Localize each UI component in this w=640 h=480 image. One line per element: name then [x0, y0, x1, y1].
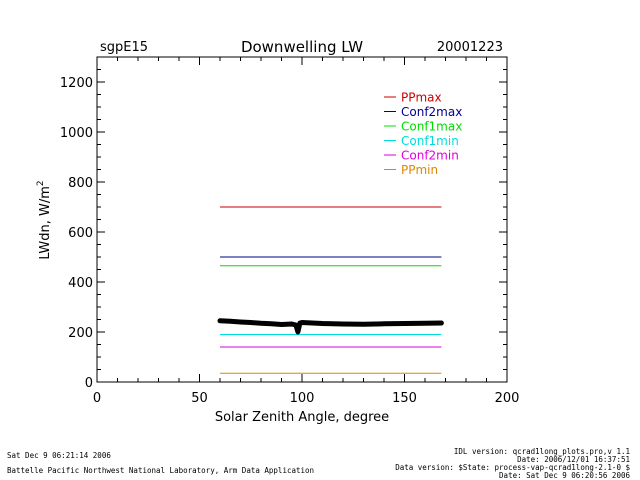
x-tick-label: 100 — [290, 391, 315, 406]
y-tick-labels: 0 200 400 600 800 1000 1200 — [60, 76, 93, 391]
legend-label-ppmax: PPmax — [401, 91, 442, 105]
date-label: 20001223 — [437, 40, 503, 55]
legend-label-conf2max: Conf2max — [401, 105, 462, 119]
footer-lab-credit: Battelle Pacific Northwest National Labo… — [7, 466, 315, 475]
legend-label-ppmin: PPmin — [401, 163, 438, 177]
reference-lines — [220, 206, 442, 374]
x-tick-labels: 0 50 100 150 200 — [93, 391, 520, 406]
x-tick-label: 0 — [93, 391, 101, 406]
footer-data-date: Date: Sat Dec 9 06:20:56 2006 — [499, 471, 630, 480]
y-axis-label-main: LWdn, W/m — [38, 186, 53, 260]
y-axis-label-superscript: 2 — [36, 180, 46, 186]
footer-data-version: Data version: $State: process-vap-qcrad1… — [395, 463, 630, 472]
footer-idl-version: IDL version: qcrad1long_plots.pro,v 1.1 — [453, 447, 630, 456]
chart-title: Downwelling LW — [241, 38, 363, 56]
footer-timestamp: Sat Dec 9 06:21:14 2006 — [7, 451, 111, 460]
measured-lwdn-line — [217, 318, 444, 335]
y-tick-label: 800 — [68, 176, 93, 191]
axis-ticks — [96, 56, 508, 383]
y-axis-label: LWdn, W/m2 — [36, 180, 53, 259]
legend-label-conf2min: Conf2min — [401, 149, 459, 163]
x-tick-label: 200 — [495, 391, 520, 406]
y-tick-label: 400 — [68, 276, 93, 291]
measured-series — [217, 318, 444, 335]
legend: PPmaxConf2maxConf1maxConf1minConf2minPPm… — [384, 91, 462, 177]
y-tick-label: 200 — [68, 326, 93, 341]
y-tick-label: 1200 — [60, 76, 93, 91]
legend-label-conf1min: Conf1min — [401, 134, 459, 148]
y-tick-label: 1000 — [60, 126, 93, 141]
legend-label-conf1max: Conf1max — [401, 120, 462, 134]
x-tick-label: 50 — [191, 391, 208, 406]
y-tick-label: 0 — [85, 376, 93, 391]
x-tick-label: 150 — [392, 391, 417, 406]
y-tick-label: 600 — [68, 226, 93, 241]
x-axis-label: Solar Zenith Angle, degree — [215, 410, 389, 425]
footer-idl-date: Date: 2006/12/01 16:37:51 — [517, 455, 630, 464]
site-label: sgpE15 — [100, 40, 148, 55]
